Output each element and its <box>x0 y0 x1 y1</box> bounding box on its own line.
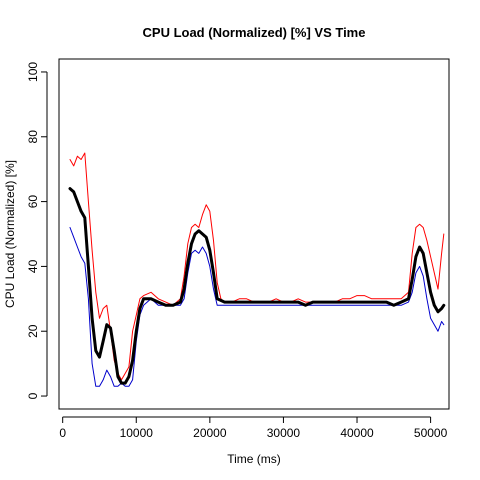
x-tick-label: 50000 <box>414 426 448 440</box>
y-tick-label: 0 <box>26 392 40 399</box>
x-tick-label: 0 <box>59 426 66 440</box>
x-axis: 0 10000 20000 30000 40000 50000 <box>59 416 448 440</box>
x-tick-label: 20000 <box>193 426 227 440</box>
chart-title: CPU Load (Normalized) [%] VS Time <box>143 25 366 40</box>
x-tick-label: 40000 <box>340 426 374 440</box>
series-black-line <box>68 187 446 385</box>
x-axis-label: Time (ms) <box>227 452 281 466</box>
y-tick-label: 60 <box>26 195 40 209</box>
y-tick-label: 80 <box>26 130 40 144</box>
series-layer <box>68 152 446 387</box>
x-tick-label: 30000 <box>267 426 301 440</box>
x-tick-label: 10000 <box>120 426 154 440</box>
y-tick-label: 40 <box>26 259 40 273</box>
y-tick-label: 100 <box>26 62 40 82</box>
y-axis: 0 20 40 60 80 100 <box>26 62 48 399</box>
plot-area-frame <box>58 58 450 410</box>
y-tick-label: 20 <box>26 324 40 338</box>
y-axis-label: CPU Load (Normalized) [%] <box>3 160 17 308</box>
